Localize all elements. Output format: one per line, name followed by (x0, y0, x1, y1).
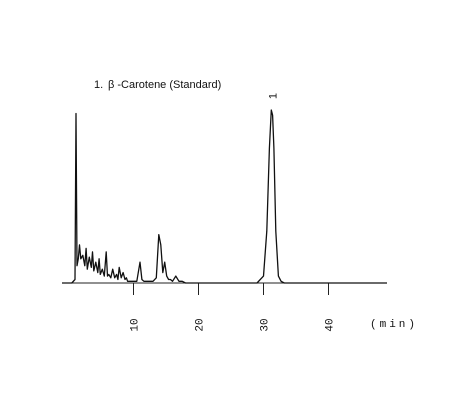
x-tick-label: 20 (195, 318, 207, 331)
peak-label: 1 (268, 93, 280, 99)
x-axis-ticks: 10 20 30 40 (130, 283, 337, 332)
chart-title-number: 1. (94, 79, 103, 91)
peak-labels: 1 (268, 93, 280, 99)
x-tick-label: 30 (260, 318, 272, 331)
x-tick-label: 10 (130, 318, 142, 331)
chromatogram-trace (62, 109, 387, 284)
x-tick-label: 40 (325, 318, 337, 331)
chart-title: β -Carotene (Standard) (108, 79, 221, 91)
x-axis-unit-label: (min) (370, 319, 418, 331)
